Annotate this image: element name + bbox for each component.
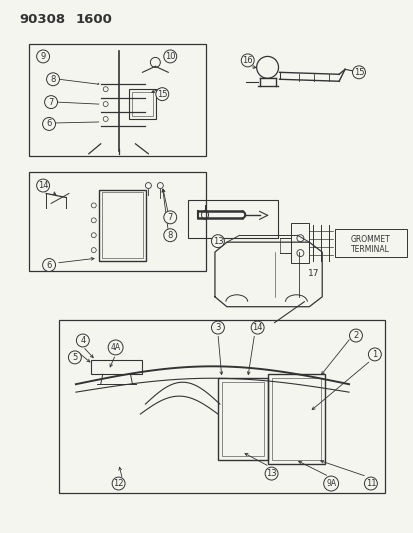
- Circle shape: [43, 117, 55, 131]
- Circle shape: [323, 476, 338, 491]
- Text: 12: 12: [113, 479, 123, 488]
- Circle shape: [241, 54, 254, 67]
- Text: 9A: 9A: [325, 479, 335, 488]
- Text: 4A: 4A: [110, 343, 120, 352]
- Bar: [188, 200, 277, 238]
- Bar: [128, 89, 156, 119]
- Text: 7: 7: [48, 98, 54, 107]
- Text: 2: 2: [353, 331, 358, 340]
- Text: 13: 13: [266, 469, 276, 478]
- Text: 15: 15: [353, 68, 363, 77]
- Bar: [29, 44, 206, 156]
- Text: 8: 8: [50, 75, 56, 84]
- Text: 1: 1: [371, 350, 377, 359]
- Circle shape: [47, 73, 59, 86]
- Circle shape: [45, 95, 57, 109]
- Bar: [29, 172, 206, 271]
- Circle shape: [108, 340, 123, 355]
- Bar: [291, 223, 309, 263]
- Bar: [98, 190, 146, 261]
- Bar: [335, 229, 406, 257]
- Circle shape: [112, 477, 125, 490]
- Text: 16: 16: [242, 56, 252, 65]
- Text: 15: 15: [157, 90, 167, 99]
- Bar: [271, 378, 320, 459]
- Text: 9: 9: [40, 52, 45, 61]
- Text: 1600: 1600: [76, 13, 112, 26]
- Circle shape: [264, 467, 278, 480]
- Bar: [90, 360, 142, 374]
- Circle shape: [211, 321, 224, 334]
- Text: GROMMET: GROMMET: [350, 235, 390, 244]
- Bar: [59, 320, 384, 494]
- Circle shape: [211, 235, 224, 248]
- Bar: [131, 92, 153, 116]
- Text: 11: 11: [365, 479, 375, 488]
- Text: 3: 3: [215, 323, 220, 332]
- Text: TERMINAL: TERMINAL: [351, 245, 389, 254]
- Bar: [267, 374, 325, 464]
- Bar: [221, 382, 263, 456]
- Text: 13: 13: [212, 237, 223, 246]
- Text: 7: 7: [167, 213, 173, 222]
- Circle shape: [164, 50, 176, 63]
- Circle shape: [351, 66, 365, 79]
- Circle shape: [164, 211, 176, 224]
- Text: 5: 5: [72, 353, 77, 362]
- Text: 90308: 90308: [19, 13, 65, 26]
- Circle shape: [349, 329, 361, 342]
- Circle shape: [37, 179, 50, 192]
- Circle shape: [251, 321, 263, 334]
- Circle shape: [155, 88, 169, 101]
- Text: 14: 14: [38, 181, 48, 190]
- Circle shape: [43, 259, 55, 271]
- Bar: [102, 192, 143, 258]
- Circle shape: [68, 351, 81, 364]
- Circle shape: [76, 334, 89, 347]
- Circle shape: [37, 50, 50, 63]
- Text: 17: 17: [307, 269, 318, 278]
- Bar: [217, 378, 267, 459]
- Text: 4: 4: [80, 336, 85, 345]
- Text: 8: 8: [167, 231, 173, 240]
- Text: 10: 10: [165, 52, 175, 61]
- Text: 6: 6: [46, 261, 52, 270]
- Circle shape: [363, 477, 376, 490]
- Text: 6: 6: [46, 119, 52, 128]
- Circle shape: [368, 348, 380, 361]
- Text: 14: 14: [252, 323, 262, 332]
- Circle shape: [164, 229, 176, 241]
